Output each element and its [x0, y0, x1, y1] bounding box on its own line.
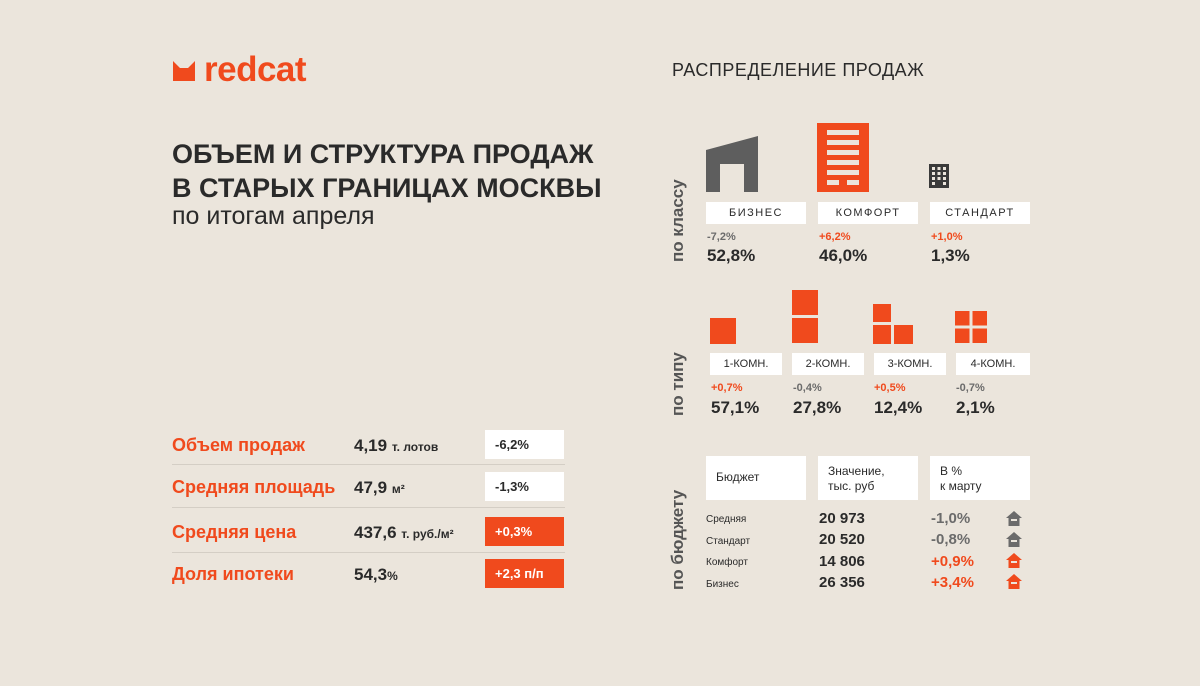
- type-share-3room: 12,4%: [874, 398, 923, 417]
- budget-row-value: 20 973: [819, 510, 865, 527]
- comfort-building-icon: [817, 123, 869, 192]
- by-type-label: по типу: [668, 352, 687, 416]
- house-icon: [1006, 532, 1022, 547]
- type-label-3room: 3-КОМН.: [874, 353, 946, 375]
- kpi-row-mortgage: Доля ипотеки 54,3% +2,3 п/п: [172, 559, 565, 601]
- kpi-row-volume: Объем продаж 4,19 т. лотов -6,2%: [172, 430, 565, 472]
- house-icon: [1006, 553, 1022, 568]
- kpi-row-area: Средняя площадь 47,9 м² -1,3%: [172, 472, 565, 514]
- kpi-change-badge: -1,3%: [485, 472, 564, 501]
- divider: [172, 507, 565, 508]
- class-label-business: БИЗНЕС: [706, 202, 806, 224]
- class-share-standard: 1,3%: [931, 246, 970, 265]
- class-change-comfort: +6,2%: [819, 231, 851, 243]
- budget-header-change: В % к марту: [930, 456, 1030, 500]
- type-change-3room: +0,5%: [874, 382, 906, 394]
- budget-row-name: Бизнес: [706, 579, 739, 590]
- kpi-label: Средняя площадь: [172, 477, 336, 497]
- divider: [172, 464, 565, 465]
- kpi-value: 4,19 т. лотов: [354, 436, 439, 455]
- by-budget-label: по бюджету: [668, 489, 687, 590]
- budget-header-budget: Бюджет: [706, 456, 806, 500]
- budget-row-change: +0,9%: [931, 553, 974, 570]
- kpi-label: Объем продаж: [172, 435, 305, 455]
- kpi-label: Доля ипотеки: [172, 564, 294, 584]
- type-label-4room: 4-КОМН.: [956, 353, 1030, 375]
- budget-row-change: -0,8%: [931, 531, 971, 548]
- budget-row-name: Комфорт: [706, 557, 748, 568]
- page-subtitle: по итогам апреля: [172, 202, 375, 230]
- page-title-line2: В СТАРЫХ ГРАНИЦАХ МОСКВЫ: [172, 173, 602, 203]
- type-change-4room: -0,7%: [956, 382, 985, 394]
- budget-row-name: Стандарт: [706, 536, 751, 547]
- brand-name: redcat: [204, 50, 307, 89]
- section-title: РАСПРЕДЕЛЕНИЕ ПРОДАЖ: [672, 60, 925, 80]
- four-room-icon: [955, 311, 987, 343]
- page-title-line1: ОБЪЕМ И СТРУКТУРА ПРОДАЖ: [172, 139, 594, 169]
- type-label-1room: 1-КОМН.: [710, 353, 782, 375]
- two-room-icon: [792, 290, 818, 343]
- class-label-standard: СТАНДАРТ: [930, 202, 1030, 224]
- budget-row-value: 14 806: [819, 553, 865, 570]
- brand-logo: redcat: [172, 50, 307, 90]
- kpi-change-badge: +2,3 п/п: [485, 559, 564, 588]
- kpi-label: Средняя цена: [172, 522, 297, 542]
- cat-ears-icon: [173, 61, 195, 81]
- budget-row-change: +3,4%: [931, 574, 974, 591]
- type-change-1room: +0,7%: [711, 382, 743, 394]
- budget-row-change: -1,0%: [931, 510, 971, 527]
- budget-header-value: Значение, тыс. руб: [818, 456, 918, 500]
- kpi-change-badge: -6,2%: [485, 430, 564, 459]
- type-change-2room: -0,4%: [793, 382, 822, 394]
- kpi-value: 437,6 т. руб./м²: [354, 523, 454, 542]
- type-share-2room: 27,8%: [793, 398, 842, 417]
- class-share-comfort: 46,0%: [819, 246, 868, 265]
- kpi-row-price: Средняя цена 437,6 т. руб./м² +0,3%: [172, 517, 565, 559]
- class-change-standard: +1,0%: [931, 231, 963, 243]
- class-share-business: 52,8%: [707, 246, 756, 265]
- standard-building-icon: [929, 164, 949, 188]
- type-share-1room: 57,1%: [711, 398, 760, 417]
- three-room-icon: [873, 304, 913, 344]
- budget-row-value: 20 520: [819, 531, 865, 548]
- house-icon: [1006, 511, 1022, 526]
- one-room-icon: [710, 318, 736, 344]
- kpi-change-badge: +0,3%: [485, 517, 564, 546]
- page-title: ОБЪЕМ И СТРУКТУРА ПРОДАЖ В СТАРЫХ ГРАНИЦ…: [172, 137, 602, 205]
- divider: [172, 552, 565, 553]
- by-class-label: по классу: [668, 179, 687, 262]
- budget-row-name: Средняя: [706, 514, 747, 525]
- class-change-business: -7,2%: [707, 231, 736, 243]
- class-label-comfort: КОМФОРТ: [818, 202, 918, 224]
- business-building-icon: [706, 136, 758, 192]
- house-icon: [1006, 574, 1022, 589]
- budget-row-value: 26 356: [819, 574, 865, 591]
- kpi-value: 54,3%: [354, 565, 398, 584]
- kpi-value: 47,9 м²: [354, 478, 405, 497]
- type-share-4room: 2,1%: [956, 398, 995, 417]
- type-label-2room: 2-КОМН.: [792, 353, 864, 375]
